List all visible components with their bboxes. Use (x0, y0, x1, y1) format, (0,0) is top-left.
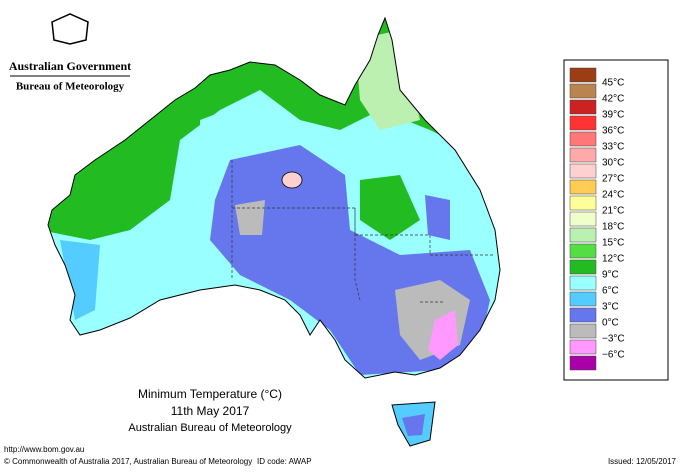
legend-swatch (569, 147, 597, 163)
legend-label: 21°C (602, 206, 624, 217)
legend-label: −6°C (602, 350, 625, 361)
legend-swatch (569, 83, 597, 99)
legend-swatch (569, 67, 597, 83)
bureau-name: Bureau of Meteorology (16, 81, 125, 93)
map-date: 11th May 2017 (171, 404, 250, 418)
legend-label: 24°C (602, 190, 624, 201)
legend-swatch (569, 307, 597, 323)
legend-swatch (569, 179, 597, 195)
legend-swatch (569, 291, 597, 307)
legend-label: 6°C (602, 286, 619, 297)
legend-swatch (569, 131, 597, 147)
legend-label: 30°C (602, 158, 624, 169)
issued: Issued: 12/05/2017 (608, 457, 677, 466)
legend-swatch (569, 227, 597, 243)
map-title: Minimum Temperature (°C) (138, 387, 282, 401)
legend-label: 39°C (602, 110, 624, 121)
legend-swatch (569, 339, 597, 355)
legend: 45°C 42°C 39°C 36°C 33°C 30°C 27°C 24°C 21°C 18°C… (563, 59, 669, 381)
legend-swatch (569, 99, 597, 115)
legend-swatch (569, 355, 597, 371)
legend-swatch (569, 243, 597, 259)
legend-swatch (569, 259, 597, 275)
legend-label: 9°C (602, 270, 619, 281)
map-source: Australian Bureau of Meteorology (128, 422, 292, 434)
legend-label: 42°C (602, 94, 624, 105)
map (47, 17, 501, 447)
legend-swatch (569, 195, 597, 211)
legend-swatch (569, 323, 597, 339)
legend-label: 36°C (602, 126, 624, 137)
legend-swatch (569, 163, 597, 179)
legend-label: 0°C (602, 318, 619, 329)
id-code: ID code: AWAP (257, 457, 312, 466)
legend-label: 12°C (602, 254, 624, 265)
legend-label: 33°C (602, 142, 624, 153)
legend-label: −3°C (602, 334, 625, 345)
legend-label: 3°C (602, 302, 619, 313)
url: http://www.bom.gov.au (4, 445, 84, 454)
legend-swatch (569, 275, 597, 291)
government-name: Australian Government (9, 59, 131, 73)
legend-label: 27°C (602, 174, 624, 185)
legend-swatch (569, 115, 597, 131)
copyright: © Commonwealth of Australia 2017, Austra… (4, 457, 252, 466)
legend-label: 15°C (602, 238, 624, 249)
logo (51, 13, 89, 45)
legend-label: 18°C (602, 222, 624, 233)
legend-swatch (569, 211, 597, 227)
legend-label: 45°C (602, 78, 624, 89)
